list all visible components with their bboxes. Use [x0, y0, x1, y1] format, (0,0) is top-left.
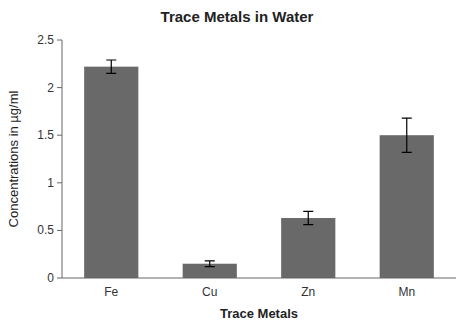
y-tick-label: 0.5 — [37, 223, 54, 237]
y-tick — [57, 230, 62, 231]
y-tick — [57, 135, 62, 136]
y-tick-label: 1.5 — [37, 128, 54, 142]
y-tick — [57, 40, 62, 41]
error-bar — [303, 211, 313, 224]
y-tick — [57, 182, 62, 183]
x-axis: Fe Cu Zn Mn — [62, 278, 456, 299]
y-axis-label: Concentrations in µg/ml — [6, 90, 21, 227]
x-tick-label: Cu — [202, 285, 217, 299]
error-bar — [205, 261, 215, 267]
y-axis-line — [62, 40, 63, 278]
x-axis-line — [62, 278, 456, 279]
y-tick-label: 2.5 — [37, 33, 54, 47]
bar — [380, 135, 434, 278]
x-axis-label: Trace Metals — [220, 306, 298, 321]
error-bar — [106, 60, 116, 73]
x-tick-label: Fe — [104, 285, 118, 299]
bar — [281, 218, 335, 278]
y-axis: 0 0.5 1 1.5 2 2.5 — [37, 33, 62, 285]
chart-container: Trace Metals in Water 0 0.5 1 1.5 2 2.5 Fe Cu Zn M… — [0, 0, 474, 330]
y-tick — [57, 278, 62, 279]
bar — [84, 67, 138, 278]
y-tick — [57, 87, 62, 88]
chart: Trace Metals in Water 0 0.5 1 1.5 2 2.5 Fe Cu Zn M… — [0, 0, 474, 330]
bars — [84, 60, 434, 278]
y-tick-label: 0 — [47, 271, 54, 285]
y-tick-label: 2 — [47, 81, 54, 95]
title: Trace Metals in Water — [161, 8, 314, 25]
x-tick-label: Mn — [398, 285, 415, 299]
error-bar — [402, 118, 412, 152]
x-tick-label: Zn — [301, 285, 315, 299]
y-tick-label: 1 — [47, 176, 54, 190]
